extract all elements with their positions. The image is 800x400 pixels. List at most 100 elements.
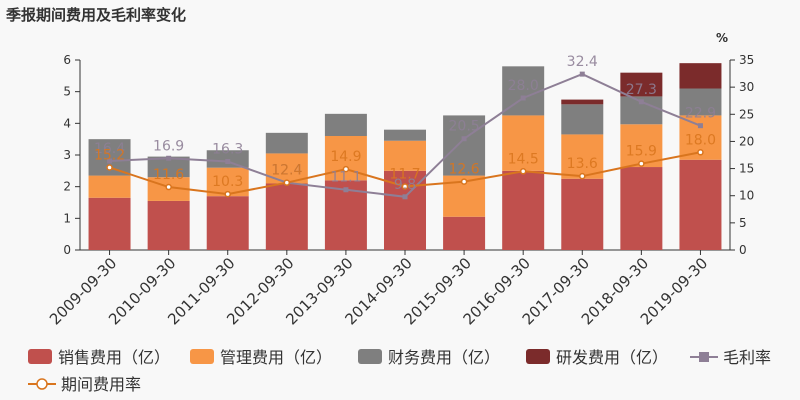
right-tick-label: 0 xyxy=(739,243,747,257)
line-point xyxy=(225,159,231,165)
line-data-label: 16.3 xyxy=(212,142,243,158)
right-tick-label: 25 xyxy=(739,107,754,121)
legend-item: 销售费用（亿） xyxy=(28,348,170,367)
right-axis-unit: % xyxy=(716,31,728,45)
bar-segment xyxy=(561,99,604,105)
line-data-label: 11.7 xyxy=(389,166,420,182)
left-tick-label: 1 xyxy=(63,211,71,225)
line-data-label: 12.4 xyxy=(271,163,302,179)
line-point xyxy=(165,183,172,191)
line-data-label: 11.6 xyxy=(153,167,184,183)
bar-segment xyxy=(679,88,722,116)
line-point xyxy=(342,165,350,173)
line-point xyxy=(638,99,644,105)
line-data-label: 15.9 xyxy=(626,144,657,160)
line-point xyxy=(402,194,408,200)
left-tick-label: 4 xyxy=(63,116,71,130)
line-data-label: 20.5 xyxy=(449,119,480,135)
bar-segment xyxy=(679,159,722,250)
legend-label: 研发费用（亿） xyxy=(556,348,668,367)
right-tick-label: 5 xyxy=(739,216,747,230)
line-data-label: 12.4 xyxy=(271,163,302,179)
line-point xyxy=(283,179,291,186)
line-point xyxy=(106,164,113,171)
legend-swatch xyxy=(358,349,382,364)
line-data-label: 18.0 xyxy=(685,132,716,148)
bar-segment xyxy=(265,132,308,154)
line-point xyxy=(107,158,113,164)
bar-segment xyxy=(561,104,604,135)
line-point xyxy=(166,155,172,161)
left-tick-label: 2 xyxy=(63,180,71,194)
line-point xyxy=(343,187,349,193)
left-tick-label: 6 xyxy=(63,53,71,67)
legend-item: 研发费用（亿） xyxy=(526,348,668,367)
bar-segment xyxy=(620,72,663,97)
legend-item: 期间费用率 xyxy=(28,375,141,394)
left-tick-label: 0 xyxy=(63,243,71,257)
legend-label: 管理费用（亿） xyxy=(220,348,332,367)
line-point xyxy=(460,178,468,185)
right-tick-label: 15 xyxy=(739,162,754,176)
data-labels: 16.4 16.9 16.3 12.4 11.1 9.8 20.5 28.0 32.4 27.3 2… xyxy=(94,54,716,193)
line-data-label: 28.0 xyxy=(508,78,539,94)
legend-label: 财务费用（亿） xyxy=(388,348,500,367)
line-data-label: 11.1 xyxy=(330,170,361,186)
line-data-label: 9.8 xyxy=(394,177,416,193)
left-tick-label: 5 xyxy=(63,85,71,99)
line-point xyxy=(697,149,704,156)
line-data-label: 32.4 xyxy=(567,54,598,70)
line-data-label: 10.3 xyxy=(212,174,243,190)
bar-segment xyxy=(679,63,722,89)
line-data-label: 14.9 xyxy=(330,149,361,165)
bar-segment xyxy=(384,129,426,141)
line-point xyxy=(579,172,586,180)
bar-segment xyxy=(206,150,249,168)
line-data-label: 16.9 xyxy=(153,138,184,154)
line-data-label: 27.3 xyxy=(626,82,657,98)
chart-title: 季报期间费用及毛利率变化 xyxy=(6,6,187,24)
legend-swatch xyxy=(526,349,550,364)
bars xyxy=(88,63,722,250)
line-point xyxy=(638,160,645,167)
line-point xyxy=(401,183,409,190)
bar-segment xyxy=(502,115,545,171)
bar-segment xyxy=(620,124,663,168)
legend-item: 毛利率 xyxy=(690,348,771,367)
legend-item: 管理费用（亿） xyxy=(190,348,332,367)
legend-label: 期间费用率 xyxy=(61,375,141,394)
legend-label: 销售费用（亿） xyxy=(58,348,170,367)
line-data-label: 22.9 xyxy=(685,106,716,122)
line-point xyxy=(697,123,703,129)
left-tick-label: 3 xyxy=(63,148,71,162)
legend-marker xyxy=(699,352,709,362)
bar-segment xyxy=(147,200,190,250)
legend-label: 毛利率 xyxy=(723,348,771,367)
legend-marker xyxy=(36,378,48,390)
right-tick-label: 35 xyxy=(739,53,754,67)
bar-segment xyxy=(88,175,131,198)
bar-segment xyxy=(502,170,545,250)
bar-segment xyxy=(620,167,663,250)
bar-segment xyxy=(443,216,486,250)
line-point xyxy=(519,168,527,175)
bar-segment xyxy=(265,183,308,250)
lines xyxy=(106,71,704,200)
legend-swatch xyxy=(190,349,214,364)
line-point xyxy=(579,71,585,77)
right-tick-label: 30 xyxy=(739,80,754,94)
line-data-label: 15.2 xyxy=(94,147,125,163)
bar-segment xyxy=(384,140,426,171)
line-data-label: 13.6 xyxy=(567,156,598,172)
bar-segment xyxy=(324,113,367,136)
bar-segment xyxy=(88,197,131,250)
bar-segment xyxy=(206,196,249,250)
line-point xyxy=(224,190,231,198)
right-tick-label: 10 xyxy=(739,189,754,203)
line-point xyxy=(520,95,526,101)
legend-swatch xyxy=(28,349,52,364)
line-data-label: 12.6 xyxy=(449,162,480,178)
line-data-label: 14.5 xyxy=(508,151,539,167)
